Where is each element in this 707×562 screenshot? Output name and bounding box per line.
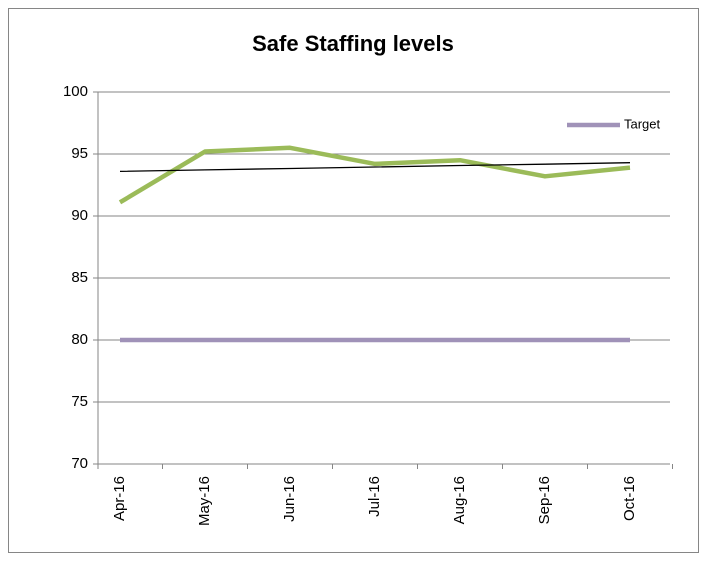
chart-border (8, 8, 699, 553)
series-line (118, 145, 631, 205)
y-tick-label: 70 (71, 455, 88, 472)
series-line (119, 162, 631, 173)
y-tick-label: 95 (71, 145, 88, 162)
chart-title: Safe Staffing levels (252, 31, 454, 56)
x-tick-label: Jun-16 (281, 476, 298, 522)
y-tick-label: 80 (71, 331, 88, 348)
x-tick-label: Aug-16 (451, 476, 468, 524)
x-tick-label: Sep-16 (536, 476, 553, 524)
legend-label: Target (624, 116, 661, 131)
x-tick-label: Oct-16 (621, 476, 638, 521)
y-tick-label: 90 (71, 207, 88, 224)
y-tick-label: 85 (71, 269, 88, 286)
y-tick-label: 100 (63, 83, 88, 100)
x-tick-label: Jul-16 (366, 476, 383, 517)
x-tick-label: Apr-16 (111, 476, 128, 521)
y-tick-label: 75 (71, 393, 88, 410)
x-tick-label: May-16 (196, 476, 213, 526)
